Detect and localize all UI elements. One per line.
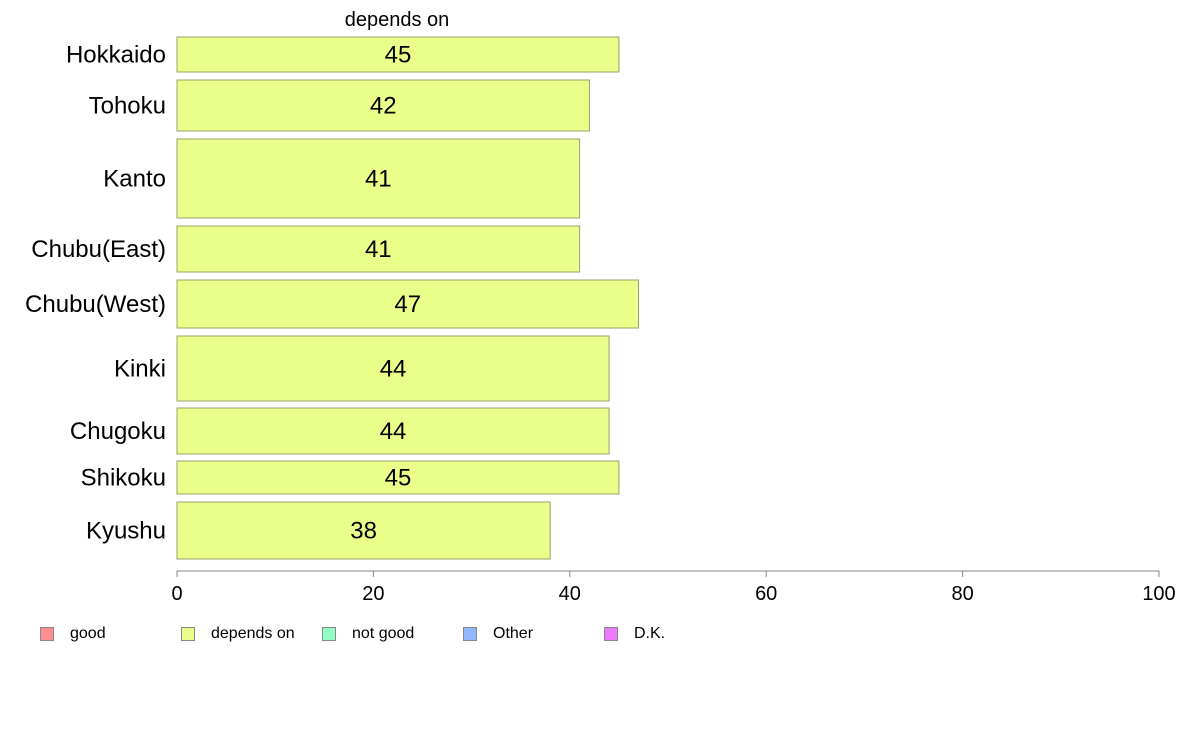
data-label-kanto: 41 (365, 166, 392, 193)
legend-label: not good (352, 625, 415, 642)
data-label-chugoku: 44 (380, 418, 407, 445)
bar-chugoku (176, 407, 610, 455)
data-label-chubu-west: 47 (394, 291, 421, 318)
data-label-kyushu: 38 (350, 518, 377, 545)
x-tick-label: 40 (559, 583, 581, 605)
legend-label: D.K. (634, 625, 666, 642)
bar-shikoku (176, 460, 620, 495)
legend-label: good (70, 625, 106, 642)
x-tick-label: 100 (1142, 583, 1175, 605)
legend-swatch-good (40, 627, 54, 641)
legend-item-not-good: not good (322, 624, 414, 644)
data-label-hokkaido: 45 (385, 42, 412, 69)
x-tick-label: 80 (951, 583, 973, 605)
data-label-chubu-east: 41 (365, 236, 392, 263)
x-tick-label: 0 (171, 583, 182, 605)
x-tick-label: 60 (755, 583, 777, 605)
legend-label: Other (493, 625, 534, 642)
legend-label: depends on (211, 625, 295, 642)
data-label-kinki: 44 (380, 356, 407, 383)
category-label-kinki: Kinki (114, 356, 166, 383)
legend-item-dk: D.K. (604, 624, 665, 644)
legend-item-other: Other (463, 624, 533, 644)
legend-swatch-not-good (322, 627, 336, 641)
legend-item-good: good (40, 624, 106, 644)
legend-swatch-dk (604, 627, 618, 641)
category-label-chugoku: Chugoku (70, 418, 166, 445)
category-label-shikoku: Shikoku (81, 465, 166, 492)
bar-kyushu (176, 501, 551, 560)
category-label-kanto: Kanto (103, 166, 166, 193)
bar-hokkaido (176, 36, 620, 73)
bar-tohoku (176, 79, 590, 132)
data-label-shikoku: 45 (385, 465, 412, 492)
legend-item-depends-on: depends on (181, 624, 295, 644)
category-label-kyushu: Kyushu (86, 518, 166, 545)
bar-chubu-east (176, 225, 581, 273)
category-label-tohoku: Tohoku (89, 93, 166, 120)
x-tick-label: 20 (362, 583, 384, 605)
legend-swatch-other (463, 627, 477, 641)
bar-kinki (176, 335, 610, 402)
bar-chubu-west (176, 279, 640, 329)
chart-title: depends on (345, 9, 450, 31)
category-label-hokkaido: Hokkaido (66, 42, 166, 69)
legend: good depends on not good Other D.K. (40, 624, 740, 648)
data-label-tohoku: 42 (370, 93, 397, 120)
bar-kanto (176, 138, 581, 219)
category-label-chubu-east: Chubu(East) (31, 236, 166, 263)
legend-swatch-depends-on (181, 627, 195, 641)
category-label-chubu-west: Chubu(West) (25, 291, 166, 318)
